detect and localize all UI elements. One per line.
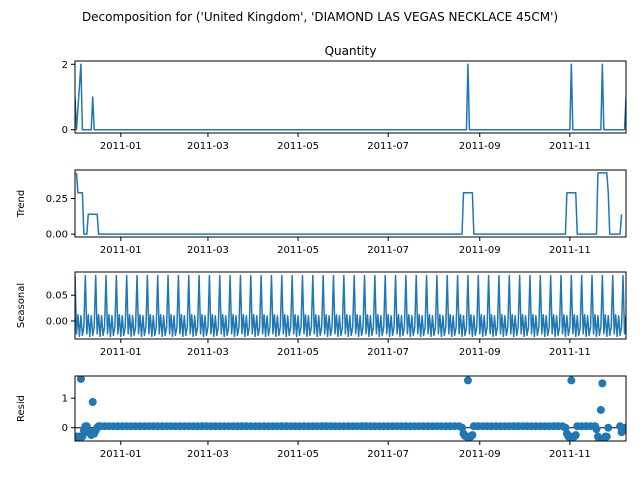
series-line-seasonal bbox=[75, 274, 626, 338]
y-tick-label: 0 bbox=[62, 423, 68, 434]
y-tick-label: 0.00 bbox=[46, 230, 68, 241]
resid-point bbox=[558, 422, 567, 431]
y-tick-label: 0.05 bbox=[46, 291, 68, 302]
x-tick-label: 2011-05 bbox=[277, 347, 319, 358]
x-tick-label: 2011-03 bbox=[187, 347, 229, 358]
series-line-trend bbox=[75, 172, 623, 235]
x-tick-label: 2011-03 bbox=[187, 449, 229, 460]
plot-area bbox=[75, 172, 623, 235]
y-tick-label: 2 bbox=[62, 60, 68, 71]
y-tick-label: 0.25 bbox=[46, 194, 68, 205]
x-tick-label: 2011-09 bbox=[459, 141, 501, 152]
plot-area bbox=[75, 376, 626, 441]
x-tick-label: 2011-07 bbox=[367, 245, 409, 256]
axes-frame bbox=[74, 60, 627, 134]
x-tick-label: 2011-09 bbox=[459, 245, 501, 256]
resid-point bbox=[604, 423, 613, 432]
x-tick-label: 2011-01 bbox=[100, 347, 142, 358]
x-tick-label: 2011-07 bbox=[367, 347, 409, 358]
y-tick-label: 0 bbox=[62, 125, 68, 136]
axes-frame bbox=[74, 271, 627, 340]
resid-point bbox=[88, 398, 97, 406]
panel-resid: Resid 0 1 2011-01 2011-03 2011-05 2011-07 2011-… bbox=[16, 375, 627, 460]
resid-point bbox=[596, 405, 605, 414]
series-line-observed bbox=[75, 63, 626, 131]
y-tick-label: 1 bbox=[62, 394, 68, 405]
resid-point bbox=[463, 376, 472, 385]
x-tick-label: 2011-07 bbox=[367, 449, 409, 460]
x-tick-label: 2011-05 bbox=[277, 141, 319, 152]
resid-point bbox=[598, 379, 607, 388]
figure-suptitle: Decomposition for ('United Kingdom', 'DI… bbox=[82, 10, 558, 24]
panel-seasonal: Seasonal 0.00 0.05 2011-01 2011-03 2011-05 201… bbox=[16, 271, 627, 358]
y-axis-label: Resid bbox=[16, 395, 27, 422]
axes-frame bbox=[74, 169, 627, 238]
x-tick-label: 2011-11 bbox=[549, 141, 591, 152]
plot-area bbox=[75, 274, 626, 338]
resid-point bbox=[455, 422, 464, 431]
x-tick-label: 2011-03 bbox=[187, 245, 229, 256]
resid-point bbox=[571, 431, 580, 440]
y-axis-label: Trend bbox=[16, 190, 27, 218]
resid-point bbox=[567, 376, 576, 385]
x-tick-label: 2011-03 bbox=[187, 141, 229, 152]
x-tick-label: 2011-05 bbox=[277, 449, 319, 460]
x-tick-label: 2011-07 bbox=[367, 141, 409, 152]
x-tick-label: 2011-05 bbox=[277, 245, 319, 256]
x-tick-label: 2011-09 bbox=[459, 347, 501, 358]
panel-title: Quantity bbox=[325, 44, 377, 58]
plot-area bbox=[75, 63, 626, 131]
x-tick-label: 2011-01 bbox=[100, 245, 142, 256]
axes-frame bbox=[74, 375, 627, 442]
panels: Quantity 0 2 2011-01 2011-03 2011-05 2011-07 20… bbox=[16, 44, 627, 460]
panel-observed: Quantity 0 2 2011-01 2011-03 2011-05 2011-07 20… bbox=[62, 44, 627, 152]
x-tick-label: 2011-01 bbox=[100, 141, 142, 152]
x-tick-label: 2011-11 bbox=[549, 245, 591, 256]
x-tick-label: 2011-09 bbox=[459, 449, 501, 460]
x-tick-label: 2011-11 bbox=[549, 449, 591, 460]
panel-trend: Trend 0.00 0.25 2011-01 2011-03 2011-05 2011-0… bbox=[16, 169, 627, 256]
y-tick-label: 0.00 bbox=[46, 316, 68, 327]
x-tick-label: 2011-11 bbox=[549, 347, 591, 358]
resid-point bbox=[468, 431, 477, 440]
resid-point bbox=[620, 423, 626, 432]
resid-point bbox=[602, 432, 611, 441]
resid-point bbox=[76, 376, 85, 383]
y-axis-label: Seasonal bbox=[16, 283, 27, 328]
x-tick-label: 2011-01 bbox=[100, 449, 142, 460]
resid-point bbox=[590, 422, 599, 431]
